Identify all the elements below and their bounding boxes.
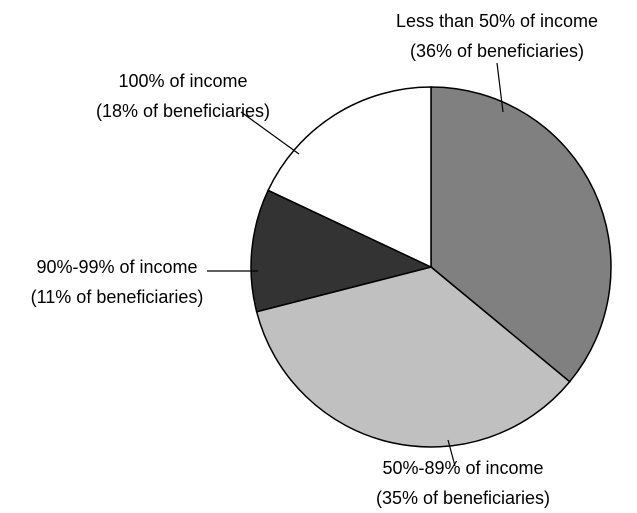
pie-slices bbox=[250, 86, 612, 448]
slice-detail-1: (36% of beneficiaries) bbox=[410, 41, 584, 61]
leader-line-4 bbox=[240, 111, 300, 155]
slice-detail-2: (35% of beneficiaries) bbox=[376, 488, 550, 508]
slice-detail-4: (18% of beneficiaries) bbox=[96, 101, 270, 121]
leader-line-1 bbox=[496, 62, 504, 113]
pie-slice-2 bbox=[255, 266, 571, 448]
slice-label-3: 90%-99% of income bbox=[36, 257, 197, 277]
leader-line-2 bbox=[447, 439, 456, 467]
leader-lines bbox=[207, 62, 504, 467]
slice-label-4: 100% of income bbox=[118, 71, 247, 91]
pie-slice-4 bbox=[267, 86, 432, 269]
slice-detail-3: (11% of beneficiaries) bbox=[31, 287, 204, 307]
slice-labels: Less than 50% of income (36% of beneficia… bbox=[31, 11, 598, 508]
slice-label-2: 50%-89% of income bbox=[382, 458, 543, 478]
pie-slice-1 bbox=[430, 86, 612, 383]
slice-label-1: Less than 50% of income bbox=[396, 11, 598, 31]
pie-slice-3 bbox=[250, 189, 434, 313]
